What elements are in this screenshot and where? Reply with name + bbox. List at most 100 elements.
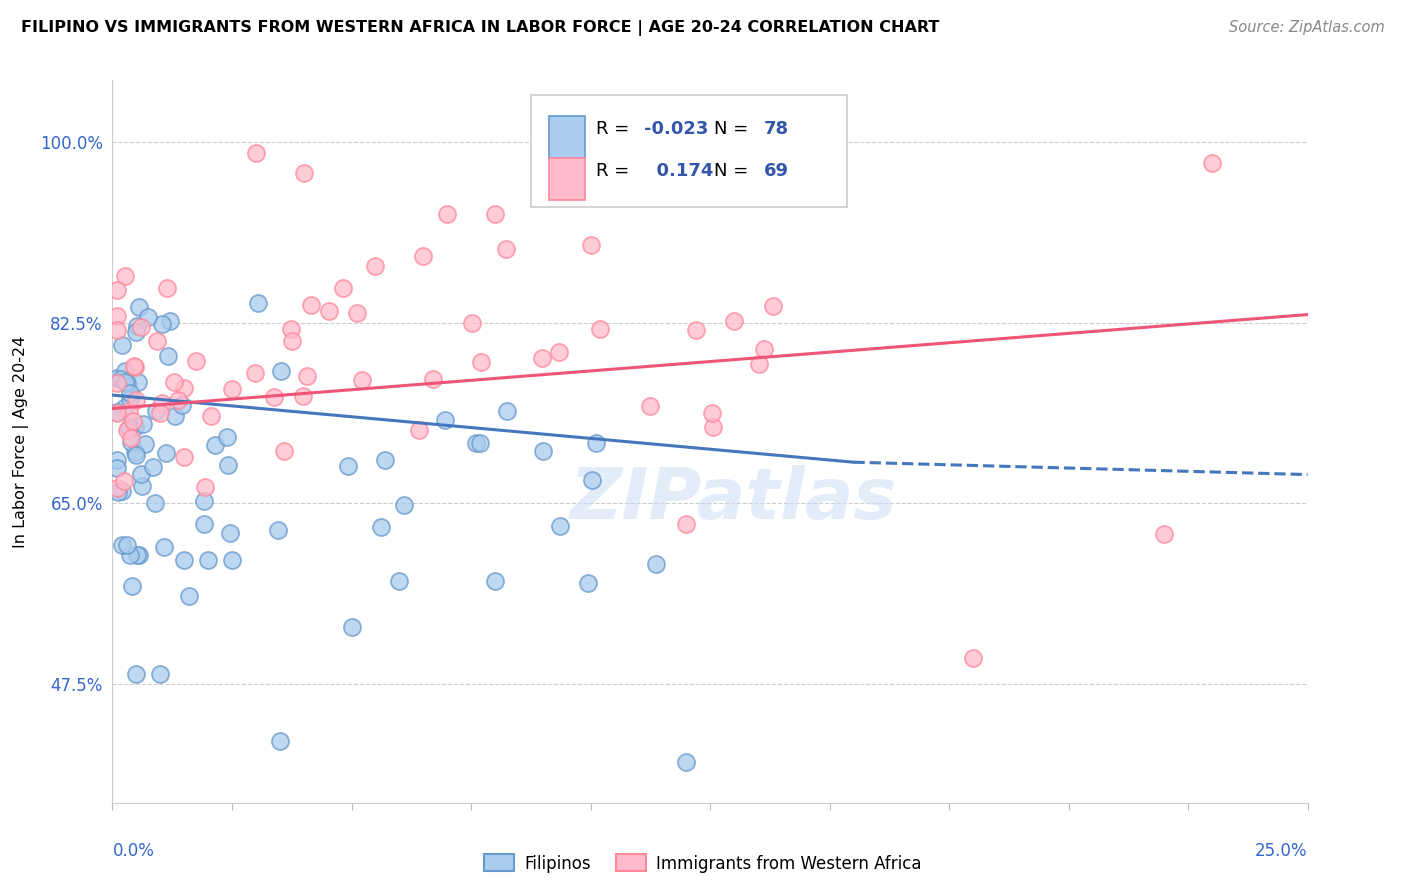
Point — [125, 548, 148, 562]
Point — [132, 417, 155, 431]
Point — [134, 437, 156, 451]
Point — [114, 401, 136, 415]
Point — [370, 519, 392, 533]
Point — [675, 517, 697, 532]
Point — [114, 364, 136, 378]
Point — [120, 435, 142, 450]
Point — [461, 316, 484, 330]
Point — [484, 207, 506, 221]
Point — [581, 473, 603, 487]
Point — [122, 359, 145, 373]
Point — [129, 467, 152, 481]
Point — [576, 576, 599, 591]
Point — [156, 280, 179, 294]
Point — [128, 548, 150, 562]
Point — [150, 317, 173, 331]
FancyBboxPatch shape — [548, 117, 585, 158]
Point — [127, 375, 149, 389]
Point — [723, 161, 745, 175]
Point — [700, 406, 723, 420]
Point — [221, 553, 243, 567]
Text: N =: N = — [714, 120, 754, 138]
Point — [638, 399, 661, 413]
Point — [204, 438, 226, 452]
Point — [217, 430, 239, 444]
Point — [219, 526, 242, 541]
Point — [748, 357, 770, 371]
Point — [105, 323, 128, 337]
Point — [128, 300, 150, 314]
Point — [644, 557, 666, 571]
Point — [118, 404, 141, 418]
Point — [143, 496, 166, 510]
Point — [163, 409, 186, 424]
Point — [167, 392, 190, 407]
Point — [374, 453, 396, 467]
Point — [115, 538, 138, 552]
Point — [548, 518, 571, 533]
Point — [120, 548, 142, 562]
Point — [105, 405, 128, 419]
Point — [145, 403, 167, 417]
Point — [221, 382, 243, 396]
Point — [131, 320, 153, 334]
Point — [111, 338, 134, 352]
Point — [149, 666, 172, 681]
Point — [105, 283, 128, 297]
Point — [470, 355, 492, 369]
Point — [723, 313, 745, 327]
Point — [337, 459, 360, 474]
Point — [496, 404, 519, 418]
Point — [762, 299, 785, 313]
Point — [125, 448, 148, 462]
Point — [433, 413, 456, 427]
Point — [299, 298, 322, 312]
Point — [112, 474, 135, 488]
Point — [388, 574, 411, 588]
Point — [291, 389, 314, 403]
Point — [364, 259, 387, 273]
Text: -0.023: -0.023 — [644, 120, 709, 138]
Legend: Filipinos, Immigrants from Western Africa: Filipinos, Immigrants from Western Afric… — [478, 847, 928, 880]
Point — [110, 372, 132, 386]
Point — [107, 485, 129, 500]
Point — [118, 421, 141, 435]
Point — [124, 420, 146, 434]
Point — [114, 375, 136, 389]
Point — [173, 450, 195, 464]
Point — [280, 322, 302, 336]
Point — [269, 734, 291, 748]
Point — [270, 364, 292, 378]
Point — [115, 376, 138, 391]
Point — [155, 445, 177, 459]
Text: N =: N = — [714, 162, 754, 180]
Point — [392, 498, 415, 512]
Point — [105, 309, 128, 323]
Text: FILIPINO VS IMMIGRANTS FROM WESTERN AFRICA IN LABOR FORCE | AGE 20-24 CORRELATIO: FILIPINO VS IMMIGRANTS FROM WESTERN AFRI… — [21, 20, 939, 36]
Point — [1153, 527, 1175, 541]
Point — [163, 375, 186, 389]
Point — [295, 369, 318, 384]
Point — [122, 414, 145, 428]
Point — [217, 458, 239, 472]
Point — [531, 444, 554, 458]
Point — [184, 353, 207, 368]
Point — [131, 478, 153, 492]
FancyBboxPatch shape — [531, 95, 848, 207]
Point — [193, 494, 215, 508]
Point — [153, 540, 176, 554]
Point — [157, 350, 180, 364]
Point — [292, 166, 315, 180]
Point — [150, 396, 173, 410]
Point — [495, 242, 517, 256]
Point — [263, 390, 285, 404]
Point — [281, 334, 304, 348]
Point — [579, 238, 602, 252]
Text: 78: 78 — [763, 120, 789, 138]
Point — [585, 435, 607, 450]
Point — [118, 392, 141, 406]
FancyBboxPatch shape — [548, 158, 585, 200]
Point — [340, 620, 363, 634]
Point — [267, 523, 290, 537]
Point — [179, 589, 201, 603]
